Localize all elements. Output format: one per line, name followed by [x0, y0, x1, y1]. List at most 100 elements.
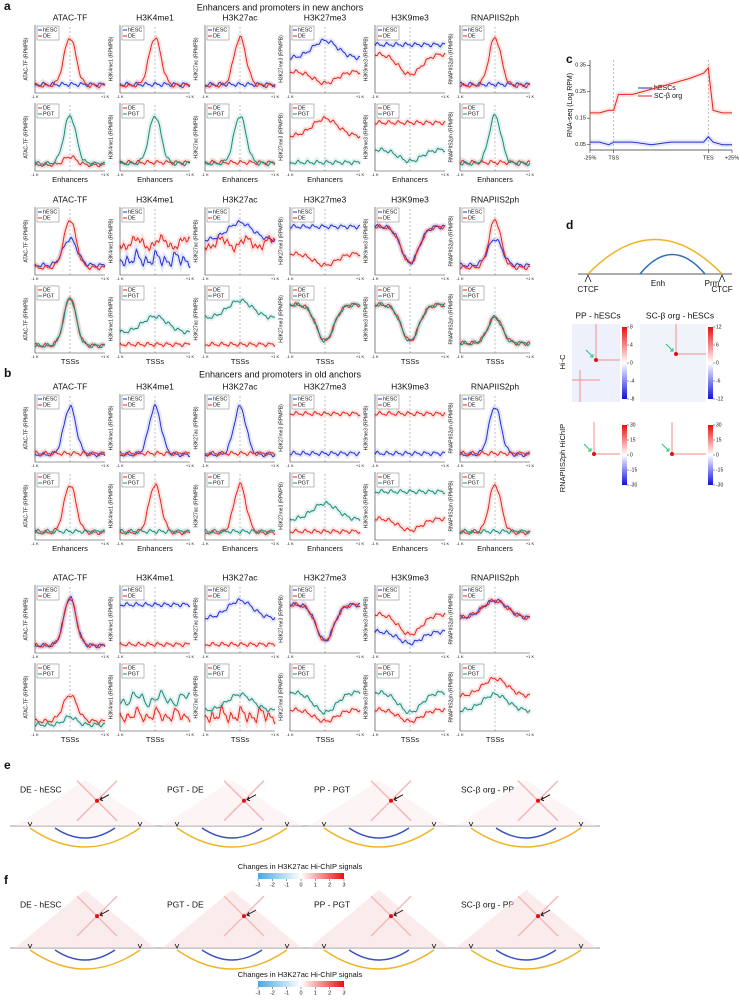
legend-box — [461, 394, 485, 410]
profile-line — [204, 641, 276, 648]
x-axis-label: Enhancers — [137, 175, 173, 184]
ctcf-arrow — [27, 943, 33, 949]
heatmap — [640, 324, 706, 402]
axis — [204, 25, 275, 94]
x-axis-label: TSSs — [146, 735, 165, 744]
y-axis-label: H3K9me3 (RPMPB) — [363, 218, 369, 263]
arrow — [246, 909, 257, 917]
colorbar-tick-label: 4 — [630, 342, 633, 348]
triangle-heatmap — [309, 890, 449, 948]
colorbar-tick-label: -1 — [284, 990, 289, 996]
heatmap — [572, 422, 620, 488]
profile-line — [289, 601, 361, 641]
y-axis-label: H3K27ac (RPMPB) — [193, 219, 199, 262]
diagram-label: Prm — [705, 279, 720, 288]
y-axis-label: H3K27ac (RPMPB) — [193, 597, 199, 640]
axis — [204, 472, 275, 541]
legend-label: DE — [128, 215, 136, 221]
colorbar-tick-label: -3 — [256, 882, 261, 888]
legend-label: PGT — [298, 480, 310, 486]
x-tick-label: +1 K — [526, 94, 535, 99]
profile-line — [204, 450, 276, 457]
x-axis-label: Enhancers — [52, 175, 88, 184]
colorbar-tick-label: 15 — [630, 437, 636, 443]
legend-label: DE — [128, 402, 136, 408]
x-tick-label: TES — [703, 155, 714, 161]
y-axis-label: H3K4me1 (RPMPB) — [108, 36, 114, 81]
legend-box — [461, 663, 485, 679]
loop-arc — [470, 949, 582, 970]
legend-label: hESC — [468, 27, 482, 33]
y-axis-label: RNAPIIS2ph (RPMPB) — [448, 593, 454, 644]
profile-line — [34, 715, 106, 728]
profile-line — [289, 528, 361, 535]
column-header: RNAPIIS2ph — [471, 381, 519, 391]
legend-box — [121, 25, 145, 41]
x-tick-label: -1 K — [31, 276, 39, 281]
legend-box — [206, 25, 230, 41]
loop-arc — [201, 827, 263, 839]
profile-line — [204, 404, 276, 458]
x-axis-label: TSSs — [146, 357, 165, 366]
y-axis-label: ATAC-TF (RPMPB) — [23, 219, 29, 262]
profile-line — [289, 410, 361, 417]
ctcf-arrow — [321, 821, 327, 827]
profile-line — [289, 159, 361, 166]
y-tick-label: 0.35 — [575, 63, 586, 69]
x-tick-label: +1 K — [271, 276, 280, 281]
y-axis-label: H3K27me3 (RPMPB) — [278, 217, 284, 265]
profile-line — [374, 51, 446, 76]
axis — [289, 25, 360, 94]
axis — [374, 103, 445, 172]
loop-arc — [29, 827, 141, 848]
legend-label: DE — [383, 287, 391, 293]
legend-box — [206, 472, 230, 488]
x-tick-label: +1 K — [186, 354, 195, 359]
profile-line — [459, 692, 531, 714]
axis — [459, 103, 530, 172]
x-axis-label: TSSs — [486, 735, 505, 744]
y-axis-label: H3K4me1 (RPMPB) — [108, 296, 114, 341]
x-tick-label: +1 K — [101, 732, 110, 737]
y-axis-label: ATAC-TF (RPMPB) — [23, 297, 29, 340]
axis — [289, 585, 360, 654]
legend-label: DE — [298, 593, 306, 599]
legend-label: DE — [43, 105, 51, 111]
x-axis-label: Enhancers — [307, 175, 343, 184]
x-tick-label: +1 K — [186, 276, 195, 281]
column-header: ATAC-TF — [53, 194, 88, 204]
legend-label: DE — [298, 105, 306, 111]
x-tick-label: +1 K — [356, 276, 365, 281]
x-tick-label: -1 K — [31, 654, 39, 659]
axis — [374, 285, 445, 354]
colorbar-tick-label: -30 — [630, 482, 637, 488]
loop-arc — [495, 827, 557, 839]
legend-label: DE — [298, 402, 306, 408]
legend-box — [36, 103, 60, 119]
heat-hotspot — [95, 914, 99, 919]
axis — [374, 472, 445, 541]
legend-label: PGT — [43, 480, 55, 486]
profile-line — [119, 528, 191, 535]
loop-arc — [29, 949, 141, 970]
y-tick-label: 0.25 — [575, 89, 586, 95]
ctcf-arrow — [578, 821, 584, 827]
x-tick-label: -1 K — [286, 541, 294, 546]
profile-line — [34, 528, 106, 534]
comparison-label: SC-β org - PP — [461, 784, 514, 794]
profile-line — [204, 704, 276, 725]
legend-box — [121, 585, 145, 601]
colorbar — [258, 981, 344, 987]
heat-hotspot — [674, 352, 678, 356]
axis — [119, 472, 190, 541]
colorbar-tick-label: -12 — [716, 396, 723, 402]
legend-label: PGT — [298, 293, 310, 299]
legend-box — [291, 103, 315, 119]
column-header: ATAC-TF — [53, 12, 88, 22]
axis — [34, 25, 105, 94]
x-tick-label: -1 K — [116, 354, 124, 359]
x-tick-label: -1 K — [456, 94, 464, 99]
legend-label: DE — [298, 33, 306, 39]
axis — [289, 394, 360, 463]
x-tick-label: -1 K — [456, 732, 464, 737]
